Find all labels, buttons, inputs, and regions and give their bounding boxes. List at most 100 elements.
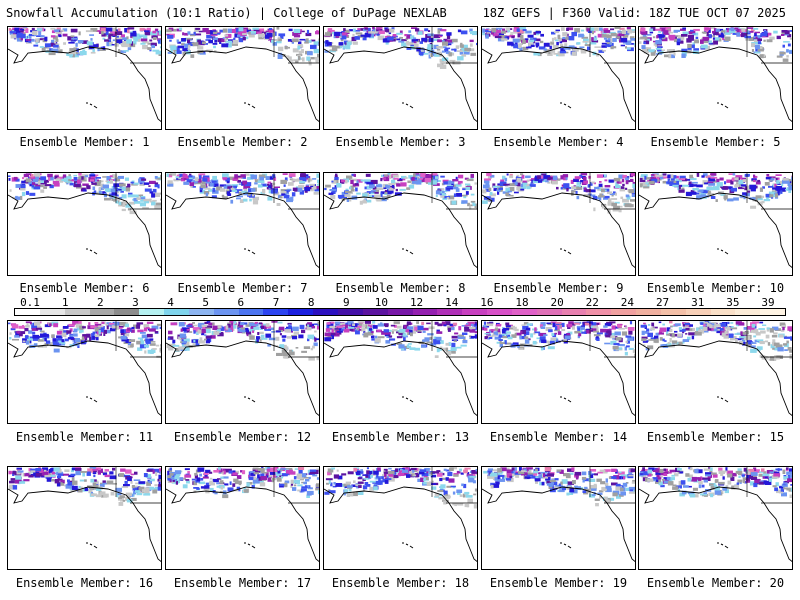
snowfall-field [8, 321, 161, 359]
hawaii-islands [402, 542, 414, 549]
colorbar-swatch [611, 309, 637, 315]
colorbar-swatch [710, 309, 736, 315]
colorbar-label: 14 [445, 296, 459, 309]
snowfall-map [639, 467, 792, 562]
hawaii-islands [244, 102, 256, 109]
panel-caption: Ensemble Member: 4 [493, 135, 624, 149]
colorbar-label: 39 [761, 296, 775, 309]
colorbar-swatch [487, 309, 512, 315]
colorbar-label: 10 [374, 296, 389, 309]
header-title-right: 18Z GEFS | F360 Valid: 18Z TUE OCT 07 20… [482, 6, 786, 20]
snowfall-field [324, 467, 477, 509]
snowfall-map [324, 321, 477, 416]
colorbar-swatch [760, 309, 786, 315]
coastline [482, 192, 635, 268]
snowfall-map [482, 321, 635, 416]
ensemble-panel [638, 26, 793, 130]
panel-caption: Ensemble Member: 12 [173, 430, 312, 444]
snowfall-map [639, 321, 792, 416]
colorbar-label: 7 [272, 296, 280, 309]
colorbar-label: 18 [515, 296, 529, 309]
ensemble-panel [165, 466, 320, 570]
colorbar-swatch [437, 309, 463, 315]
snowfall-map [324, 467, 477, 562]
snowfall-map [166, 27, 319, 122]
colorbar-label: 27 [655, 296, 670, 309]
snowfall-map [482, 173, 635, 268]
coastline [639, 46, 792, 122]
colorbar-swatch [561, 309, 587, 315]
ensemble-panel [7, 26, 162, 130]
snowfall-map [166, 173, 319, 268]
header-title-left: Snowfall Accumulation (10:1 Ratio) | Col… [6, 6, 447, 20]
coastline [639, 192, 792, 268]
hawaii-islands [244, 248, 256, 255]
ensemble-panel [323, 26, 478, 130]
ensemble-panel [638, 466, 793, 570]
colorbar-swatch [213, 309, 239, 315]
snowfall-map [482, 467, 635, 562]
coastline [324, 192, 477, 268]
colorbar-swatch [337, 309, 363, 315]
panel-caption: Ensemble Member: 8 [335, 281, 466, 295]
panel-caption: Ensemble Member: 5 [650, 135, 781, 149]
coastline [8, 192, 161, 268]
hawaii-islands [560, 248, 572, 255]
coastline [324, 486, 477, 562]
panel-caption: Ensemble Member: 13 [331, 430, 470, 444]
snowfall-field [166, 321, 319, 361]
snowfall-field [483, 467, 635, 507]
coastline [482, 486, 635, 562]
coastline [8, 486, 161, 562]
colorbar-label: 6 [237, 296, 245, 309]
snowfall-map [324, 173, 477, 268]
snowfall-field [324, 321, 477, 358]
hawaii-islands [717, 248, 729, 255]
snowfall-map [8, 27, 161, 122]
colorbar-swatch [39, 309, 65, 315]
snowfall-map [324, 27, 477, 122]
colorbar-swatch [263, 309, 289, 315]
colorbar-label: 16 [480, 296, 494, 309]
colorbar-swatch [313, 309, 338, 315]
colorbar-swatch [188, 309, 214, 315]
panel-caption: Ensemble Member: 9 [493, 281, 624, 295]
colorbar-label: 2 [96, 296, 104, 309]
coastline [8, 340, 161, 416]
colorbar-swatch [89, 309, 115, 315]
coastline [166, 486, 319, 562]
panel-caption: Ensemble Member: 17 [173, 576, 312, 590]
hawaii-islands [86, 542, 98, 549]
colorbar-label: 9 [342, 296, 350, 309]
colorbar-label: 8 [307, 296, 315, 309]
snowfall-field [482, 321, 635, 358]
panel-caption: Ensemble Member: 7 [177, 281, 308, 295]
hawaii-islands [560, 102, 572, 109]
colorbar-label: 24 [620, 296, 635, 309]
panel-caption: Ensemble Member: 16 [15, 576, 154, 590]
snowfall-map [8, 173, 161, 268]
hawaii-islands [244, 542, 256, 549]
hawaii-islands [560, 542, 572, 549]
ensemble-panel [481, 466, 636, 570]
colorbar-swatch [685, 309, 711, 315]
colorbar-swatch [238, 309, 264, 315]
coastline [482, 340, 635, 416]
ensemble-panel [165, 320, 320, 424]
hawaii-islands [717, 102, 729, 109]
snowfall-map [639, 173, 792, 268]
ensemble-panel [165, 172, 320, 276]
coastline [639, 486, 792, 562]
colorbar-swatch [387, 309, 413, 315]
panel-caption: Ensemble Member: 3 [335, 135, 466, 149]
ensemble-panel [481, 26, 636, 130]
coastline [482, 46, 635, 122]
colorbar-swatch [511, 309, 537, 315]
coastline [8, 46, 161, 122]
colorbar-label: 1 [61, 296, 69, 309]
colorbar-label: 12 [409, 296, 424, 309]
ensemble-panel [638, 320, 793, 424]
colorbar-swatch [139, 309, 165, 315]
snowfall-map [166, 467, 319, 562]
colorbar-swatch [64, 309, 90, 315]
